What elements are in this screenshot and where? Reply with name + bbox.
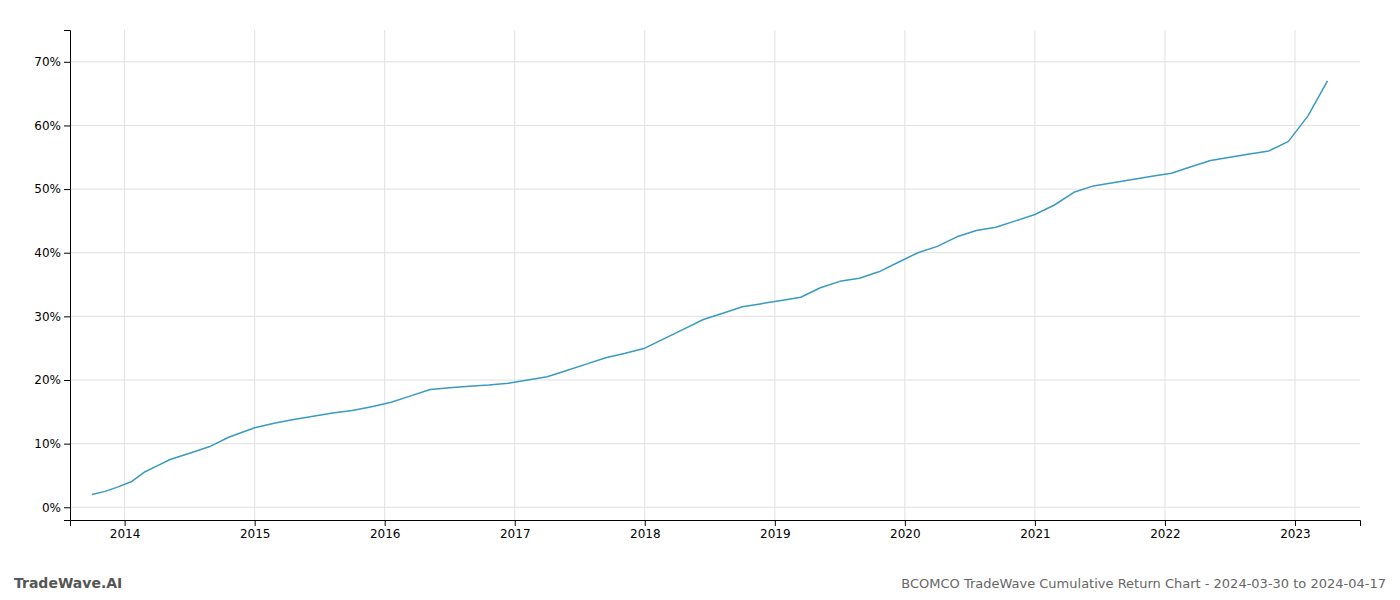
tick-label: 60% (34, 119, 61, 133)
x-axis: 2014 2015 2016 2017 2018 2019 2020 2021 2022 2023 (71, 520, 1361, 541)
tick-mark (255, 520, 256, 526)
tick-label: 30% (34, 310, 61, 324)
grid-line (70, 380, 1360, 381)
tick-mark (645, 520, 646, 526)
tick: 70% (34, 55, 70, 69)
tick-label: 2020 (890, 527, 921, 541)
tick: 2020 (890, 520, 921, 541)
tick-label: 2018 (630, 527, 661, 541)
tick-mark (775, 520, 776, 526)
grid (70, 30, 1360, 520)
chart: 2014 2015 2016 2017 2018 2019 2020 2021 2022 2023… (0, 0, 1400, 600)
tick: 60% (34, 119, 70, 133)
grid-line (1294, 30, 1295, 520)
tick: 2018 (630, 520, 661, 541)
grid-line (514, 30, 515, 520)
tick-label: 2023 (1280, 527, 1311, 541)
tick: 2021 (1020, 520, 1051, 541)
watermark: TradeWave.AI (14, 575, 122, 591)
tick: 20% (34, 373, 70, 387)
y-axis: 0% 10% 20% 30% 40% 50% 60% 70% (34, 31, 70, 521)
tick-mark (1035, 520, 1036, 526)
grid-line (70, 189, 1360, 190)
line (92, 81, 1327, 495)
tick-mark (64, 316, 70, 317)
tick: 40% (34, 246, 70, 260)
tick-mark (64, 253, 70, 254)
tick-label: 70% (34, 55, 61, 69)
grid-line (1164, 30, 1165, 520)
tick: 30% (34, 310, 70, 324)
grid-line (70, 61, 1360, 62)
tick-label: 2022 (1150, 527, 1181, 541)
tick-label: 2016 (370, 527, 401, 541)
grid-line (70, 125, 1360, 126)
tick-label: 2015 (240, 527, 271, 541)
tick-mark (64, 125, 70, 126)
title: BCOMCO TradeWave Cumulative Return Chart… (901, 576, 1386, 591)
grid-line (70, 252, 1360, 253)
tick: 2017 (500, 520, 531, 541)
grid-line (384, 30, 385, 520)
tick-mark (1295, 520, 1296, 526)
grid-line (644, 30, 645, 520)
grid-line (254, 30, 255, 520)
tick: 2023 (1280, 520, 1311, 541)
tick-label: 2019 (760, 527, 791, 541)
tick: 0% (42, 501, 70, 515)
tick: 50% (34, 182, 70, 196)
tick-mark (515, 520, 516, 526)
tick-mark (385, 520, 386, 526)
tick-label: 2014 (110, 527, 141, 541)
grid-line (774, 30, 775, 520)
tick-mark (905, 520, 906, 526)
tick-mark (64, 444, 70, 445)
axis-line (64, 31, 71, 521)
tick-label: 0% (42, 501, 61, 515)
tick-mark (64, 380, 70, 381)
marks (92, 81, 1327, 495)
tick-mark (1165, 520, 1166, 526)
grid-line (70, 507, 1360, 508)
tick-mark (64, 189, 70, 190)
grid-line (70, 443, 1360, 444)
tick: 2014 (110, 520, 141, 541)
tick: 2015 (240, 520, 271, 541)
tick-mark (64, 507, 70, 508)
tick-mark (125, 520, 126, 526)
tick: 2016 (370, 520, 401, 541)
axis-line (71, 521, 1361, 527)
tick-label: 2017 (500, 527, 531, 541)
tick-label: 10% (34, 437, 61, 451)
tick-label: 2021 (1020, 527, 1051, 541)
tick: 2019 (760, 520, 791, 541)
grid-line (904, 30, 905, 520)
tick: 2022 (1150, 520, 1181, 541)
tick-mark (64, 62, 70, 63)
tick-label: 40% (34, 246, 61, 260)
plot-area: 2014 2015 2016 2017 2018 2019 2020 2021 2022 2023… (34, 30, 1360, 541)
grid-line (124, 30, 125, 520)
grid-line (1034, 30, 1035, 520)
tick: 10% (34, 437, 70, 451)
tick-label: 50% (34, 182, 61, 196)
tick-label: 20% (34, 373, 61, 387)
